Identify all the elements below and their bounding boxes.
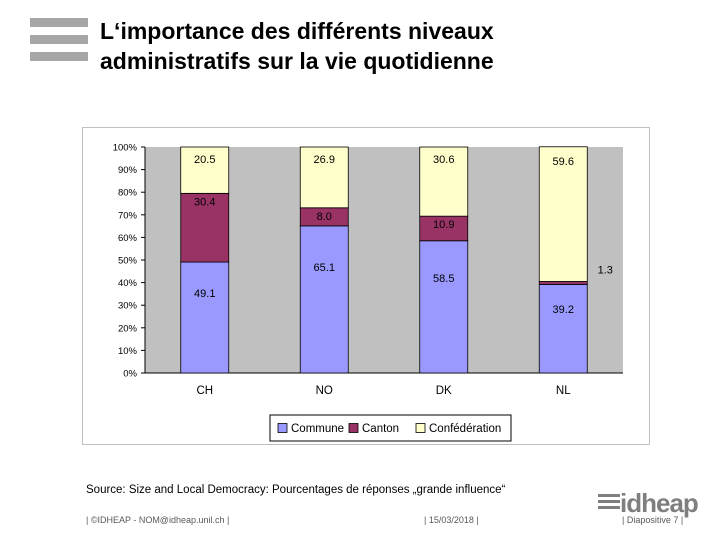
bar-confédération-ch [180, 146, 230, 194]
source-note: Source: Size and Local Democracy: Pource… [86, 484, 506, 496]
bar-commune-dk [419, 240, 469, 374]
x-category-label: CH [196, 385, 213, 397]
footer-slide-number: | Diapositive 7 | [622, 515, 684, 525]
data-label: 58.5 [433, 273, 454, 285]
stacked-bar-chart: 0% 10% 20% 30% 40% 50% 60% 70% 80% 90% 100% 49.1 30.… [113, 143, 623, 442]
idheap-logo: idheap [598, 488, 699, 520]
y-tick-label: 70% [118, 210, 138, 221]
data-label: 30.6 [433, 154, 454, 166]
y-tick-label: 60% [118, 233, 138, 244]
legend-label: Canton [362, 423, 399, 435]
data-label: 49.1 [194, 288, 215, 300]
x-category-label: NL [556, 385, 571, 397]
x-category-label: DK [436, 385, 452, 397]
slide-title: L‘importance des différents niveaux admi… [100, 16, 700, 76]
legend-swatch-confédération [415, 423, 426, 433]
bar-canton-dk [419, 215, 469, 242]
slide-title-line1: L‘importance des différents niveaux [100, 18, 494, 44]
slide-title-line2: administratifs sur la vie quotidienne [100, 48, 494, 74]
y-tick-label: 80% [118, 188, 138, 199]
data-label: 59.6 [553, 156, 574, 168]
logo-lines [598, 494, 620, 512]
data-label: 1.3 [598, 264, 613, 276]
bar-canton-nl [538, 281, 588, 285]
y-tick-label: 100% [113, 143, 138, 154]
data-label: 30.4 [194, 196, 215, 208]
data-label: 20.5 [194, 154, 215, 166]
bar-confédération-nl [538, 146, 588, 282]
logo-bar [30, 18, 88, 27]
y-tick-label: 0% [123, 369, 137, 380]
bar-commune-ch [180, 261, 230, 374]
y-tick-label: 40% [118, 278, 138, 289]
logo-wordmark: idheap [620, 488, 699, 518]
y-tick-label: 50% [118, 256, 138, 267]
data-label: 39.2 [553, 304, 574, 316]
y-tick-label: 30% [118, 301, 138, 312]
y-tick-label: 90% [118, 165, 138, 176]
y-tick-label: 20% [118, 323, 138, 334]
legend-box [269, 414, 512, 442]
y-tick-label: 10% [118, 346, 138, 357]
legend-swatch-canton [348, 423, 359, 433]
footer-date: | 15/03/2018 | [424, 515, 479, 525]
legend-label: Confédération [429, 423, 501, 435]
chart-frame: 0% 10% 20% 30% 40% 50% 60% 70% 80% 90% 100% 49.1 30.… [82, 127, 650, 445]
bar-commune-nl [538, 284, 588, 374]
bar-commune-no [299, 225, 349, 374]
logo-bar [30, 35, 88, 44]
data-label: 8.0 [317, 211, 332, 223]
menu-bars-logo [30, 18, 88, 69]
data-label: 26.9 [314, 154, 335, 166]
data-label: 65.1 [314, 262, 335, 274]
legend-label: Commune [291, 423, 344, 435]
bar-confédération-dk [419, 146, 469, 217]
data-label: 10.9 [433, 219, 454, 231]
bar-canton-ch [180, 192, 230, 263]
logo-bar [30, 52, 88, 61]
x-category-label: NO [316, 385, 333, 397]
legend-swatch-commune [277, 423, 288, 433]
bar-confédération-no [299, 146, 349, 209]
footer-contact: | ©IDHEAP - NOM@idheap.unil.ch | [86, 515, 230, 525]
